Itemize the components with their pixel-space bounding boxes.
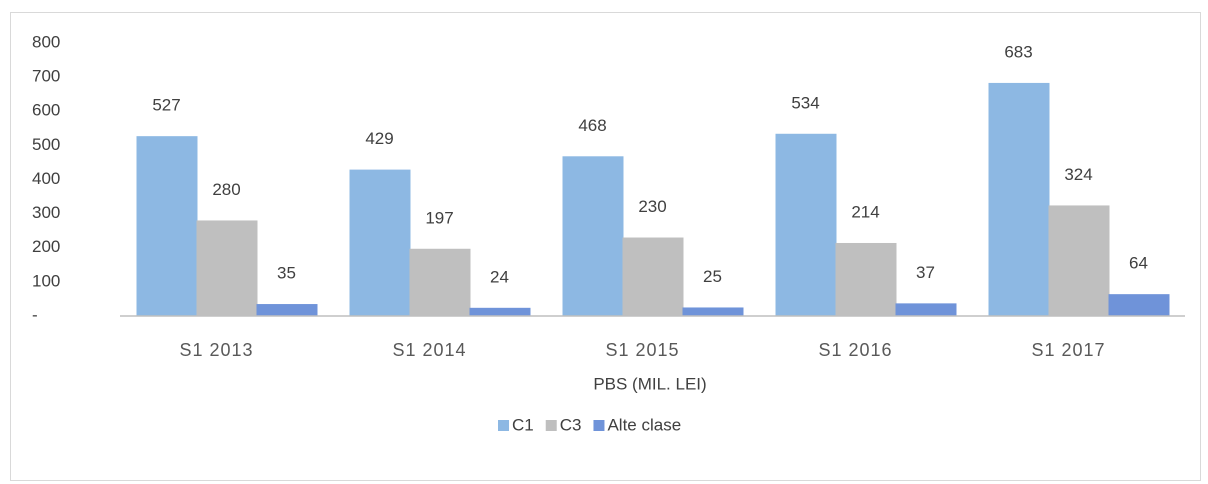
y-tick-label: 200: [32, 237, 60, 256]
data-label: 214: [851, 202, 879, 221]
data-label: 37: [916, 263, 935, 282]
y-tick-label: 700: [32, 67, 60, 86]
legend-label: C3: [560, 415, 582, 434]
bar: [682, 307, 744, 316]
bar: [136, 136, 198, 316]
data-label: 35: [277, 264, 296, 283]
legend-label: C1: [512, 415, 534, 434]
bar: [622, 237, 684, 316]
x-tick-label: S1 2014: [392, 340, 466, 360]
x-tick-label: S1 2015: [605, 340, 679, 360]
data-label: 683: [1004, 42, 1032, 61]
y-tick-label: 600: [32, 101, 60, 120]
x-axis-label: PBS (MIL. LEI): [593, 374, 706, 393]
bar: [1048, 205, 1110, 316]
bar: [895, 303, 957, 316]
y-tick-label: 800: [32, 32, 60, 51]
x-tick-label: S1 2013: [179, 340, 253, 360]
legend-swatch: [545, 420, 557, 431]
data-label: 429: [365, 129, 393, 148]
legend-swatch: [498, 420, 509, 431]
data-label: 25: [703, 267, 722, 286]
y-tick-label: 400: [32, 169, 60, 188]
y-tick-label: -: [32, 305, 38, 324]
bar: [835, 242, 897, 316]
data-label: 527: [152, 96, 180, 115]
data-label: 324: [1064, 165, 1092, 184]
data-label: 64: [1129, 254, 1148, 273]
bar: [409, 248, 471, 316]
bar: [775, 133, 837, 316]
data-label: 534: [791, 93, 819, 112]
data-label: 468: [578, 116, 606, 135]
bar: [1108, 294, 1170, 316]
x-tick-label: S1 2016: [818, 340, 892, 360]
x-tick-label: S1 2017: [1031, 340, 1105, 360]
bar: [196, 220, 258, 316]
y-tick-label: 100: [32, 271, 60, 290]
y-tick-label: 300: [32, 203, 60, 222]
data-label: 197: [425, 208, 453, 227]
y-tick-label: 500: [32, 135, 60, 154]
bar: [256, 304, 318, 316]
data-label: 230: [638, 197, 666, 216]
bar: [469, 307, 531, 316]
legend-swatch: [593, 420, 605, 431]
bar: [349, 169, 411, 316]
data-label: 24: [490, 267, 509, 286]
bar: [988, 82, 1050, 317]
bar: [562, 156, 624, 316]
legend-label: Alte clase: [607, 415, 681, 434]
data-label: 280: [212, 180, 240, 199]
